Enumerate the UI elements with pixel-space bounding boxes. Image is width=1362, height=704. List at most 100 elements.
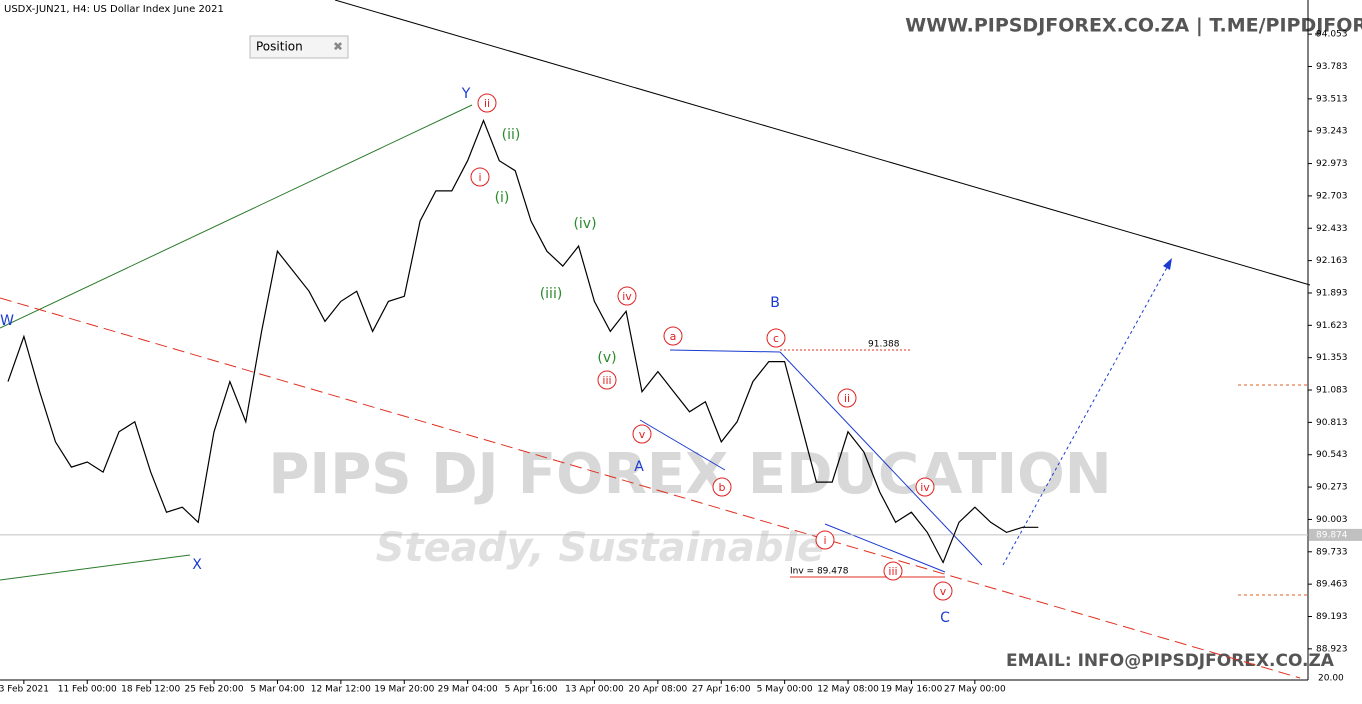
x-tick-label: 20 Apr 08:00 — [629, 685, 688, 695]
x-tick-label: 27 May 00:00 — [944, 685, 1006, 695]
position-panel[interactable]: Position ✖ — [249, 35, 349, 59]
wave-label: b — [719, 481, 726, 494]
y-tick-label: 88.923 — [1316, 644, 1348, 654]
wave-line — [669, 349, 781, 353]
wave-circle — [470, 167, 490, 187]
y-tick-label: 91.353 — [1316, 353, 1348, 363]
wave-label: (ii) — [502, 127, 521, 143]
wave-label: C — [940, 610, 950, 626]
y-tick-label: 91.083 — [1316, 386, 1348, 396]
wave-label: B — [770, 295, 780, 311]
y-tick-label: 91.623 — [1316, 321, 1348, 331]
wave-label: c — [773, 332, 779, 345]
x-tick-label: 19 Mar 20:00 — [374, 685, 434, 695]
watermark-bottom: EMAIL: INFO@PIPSDJFOREX.CO.ZA — [1006, 651, 1335, 671]
wave-line — [639, 419, 726, 471]
x-tick-label: 3 Feb 2021 — [0, 685, 49, 695]
y-tick-label: 92.703 — [1316, 191, 1348, 201]
x-tick-label: 12 May 08:00 — [817, 685, 879, 695]
level-label: 91.388 — [868, 340, 900, 350]
y-tick-label: 92.433 — [1316, 224, 1348, 234]
wave-label: iii — [888, 565, 897, 578]
price-line — [7, 118, 1039, 564]
y-tick-label: 92.973 — [1316, 159, 1348, 169]
wave-line — [779, 351, 983, 566]
wave-label: a — [670, 330, 677, 343]
x-tick-label: 19 May 16:00 — [881, 685, 943, 695]
wave-circle — [915, 477, 935, 497]
trend-line — [334, 0, 1311, 286]
wave-line — [824, 523, 946, 573]
wave-circle — [597, 370, 617, 390]
y-tick-label: 90.813 — [1316, 418, 1348, 428]
wave-label: ii — [484, 97, 490, 110]
wave-circle — [477, 93, 497, 113]
y-tick-label: 93.513 — [1316, 94, 1348, 104]
current-price-box — [1309, 528, 1362, 541]
wave-label: ii — [844, 392, 850, 405]
x-tick-label: 5 May 00:00 — [757, 685, 813, 695]
chart-title: USDX-JUN21, H4: US Dollar Index June 202… — [4, 4, 224, 15]
y-tick-label: 90.273 — [1316, 483, 1348, 493]
x-tick-label: 5 Apr 16:00 — [505, 685, 558, 695]
y-tick-label: 89.463 — [1316, 580, 1348, 590]
current-price-label: 89.874 — [1316, 530, 1348, 540]
projection-arrow — [1002, 261, 1171, 566]
x-tick-label: 18 Feb 12:00 — [121, 685, 180, 695]
wave-label: i — [478, 171, 481, 184]
wave-label: iv — [622, 290, 632, 303]
y-tick-label: 93.243 — [1316, 127, 1348, 137]
x-tick-label: 12 Mar 12:00 — [311, 685, 371, 695]
wave-label: X — [192, 557, 202, 573]
y-tick-label: 93.783 — [1316, 62, 1348, 72]
y-tick-label: 89.193 — [1316, 612, 1348, 622]
wave-label: i — [823, 534, 826, 547]
wave-circle — [837, 388, 857, 408]
wave-circle — [766, 328, 786, 348]
wave-label: A — [634, 459, 644, 475]
x-tick-label: 11 Feb 00:00 — [58, 685, 117, 695]
wave-label: (v) — [597, 350, 616, 366]
subwindow-label: 20.00 — [1318, 674, 1344, 684]
wave-circle — [712, 477, 732, 497]
x-tick-label: 5 Mar 04:00 — [250, 685, 305, 695]
wave-circle — [617, 286, 637, 306]
wave-label: (iii) — [540, 286, 563, 302]
y-tick-label: 94.053 — [1316, 30, 1348, 40]
watermark-center: PIPS DJ FOREX EDUCATION — [268, 442, 1111, 507]
wave-label: iv — [920, 481, 930, 494]
wave-label: v — [940, 585, 947, 598]
wave-circle — [933, 581, 953, 601]
trend-line — [0, 104, 473, 329]
panel-box[interactable] — [249, 35, 349, 59]
x-tick-label: 29 Mar 04:00 — [438, 685, 498, 695]
y-tick-label: 90.003 — [1316, 515, 1348, 525]
wave-label: (i) — [495, 190, 510, 206]
y-tick-label: 92.163 — [1316, 256, 1348, 266]
watermark-slogan: Steady, Sustainable — [376, 525, 825, 571]
panel-label[interactable]: Position — [256, 40, 303, 54]
x-tick-label: 13 Apr 00:00 — [565, 685, 624, 695]
close-icon[interactable]: ✖ — [333, 40, 343, 54]
x-tick-label: 27 Apr 16:00 — [692, 685, 751, 695]
wave-circle — [815, 530, 835, 550]
y-tick-label: 91.893 — [1316, 288, 1348, 298]
y-tick-label: 90.543 — [1316, 450, 1348, 460]
wave-label: Y — [461, 86, 471, 102]
x-tick-label: 25 Feb 20:00 — [185, 685, 244, 695]
channel-line — [0, 297, 1301, 679]
wave-label: W — [0, 313, 14, 329]
drawings — [0, 0, 1311, 679]
trend-line — [0, 554, 191, 581]
wave-circle — [663, 326, 683, 346]
wave-label: (iv) — [573, 216, 596, 232]
wave-label: v — [639, 428, 646, 441]
wave-circle — [883, 561, 903, 581]
wave-circle — [632, 424, 652, 444]
y-tick-label: 89.733 — [1316, 547, 1348, 557]
wave-label: iii — [602, 374, 611, 387]
arrow-head — [1163, 258, 1172, 270]
inv-label: Inv = 89.478 — [790, 567, 849, 577]
watermark-top: WWW.PIPSDJFOREX.CO.ZA | T.ME/PIPDJFOREX — [905, 15, 1362, 37]
